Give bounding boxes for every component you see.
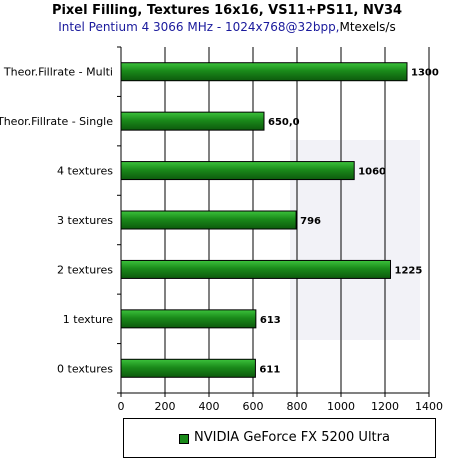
x-tick-label: 800 — [287, 400, 308, 413]
x-tick-label: 0 — [118, 400, 125, 413]
bar — [120, 259, 391, 279]
bar-value-label: 613 — [260, 315, 281, 326]
bar-value-label: 1060 — [358, 167, 386, 178]
x-tick-label: 400 — [199, 400, 220, 413]
bar-value-label: 650,0 — [268, 117, 300, 128]
x-tick-label: 1200 — [371, 400, 399, 413]
bar-value-label: 1300 — [411, 68, 439, 79]
x-tick-label: 1400 — [415, 400, 443, 413]
category-label: 2 textures — [57, 263, 113, 276]
bar — [120, 309, 257, 329]
category-label: 1 texture — [63, 313, 113, 326]
bar — [120, 161, 355, 181]
category-label: 0 textures — [57, 362, 113, 375]
bar — [120, 62, 408, 82]
bar-value-label: 611 — [259, 364, 280, 375]
bar — [120, 111, 265, 131]
legend-swatch — [179, 434, 189, 444]
bar — [120, 358, 256, 378]
x-tick-label: 600 — [243, 400, 264, 413]
x-tick-label: 1000 — [327, 400, 355, 413]
subtitle-main: Intel Pentium 4 3066 MHz - 1024x768@32bp… — [58, 20, 340, 34]
category-label: 3 textures — [57, 214, 113, 227]
category-label: 4 textures — [57, 165, 113, 178]
legend-label: NVIDIA GeForce FX 5200 Ultra — [194, 430, 390, 445]
legend: NVIDIA GeForce FX 5200 Ultra — [123, 418, 436, 458]
category-label: Theor.Fillrate - Multi — [3, 66, 113, 79]
chart-subtitle: Intel Pentium 4 3066 MHz - 1024x768@32bp… — [0, 20, 454, 34]
bar-value-label: 1225 — [395, 265, 423, 276]
bar-value-label: 796 — [300, 216, 321, 227]
x-tick-label: 200 — [155, 400, 176, 413]
bar — [120, 210, 297, 230]
subtitle-unit: Mtexels/s — [339, 20, 396, 34]
chart-title: Pixel Filling, Textures 16x16, VS11+PS11… — [51, 3, 403, 18]
category-label: Theor.Fillrate - Single — [0, 115, 113, 128]
